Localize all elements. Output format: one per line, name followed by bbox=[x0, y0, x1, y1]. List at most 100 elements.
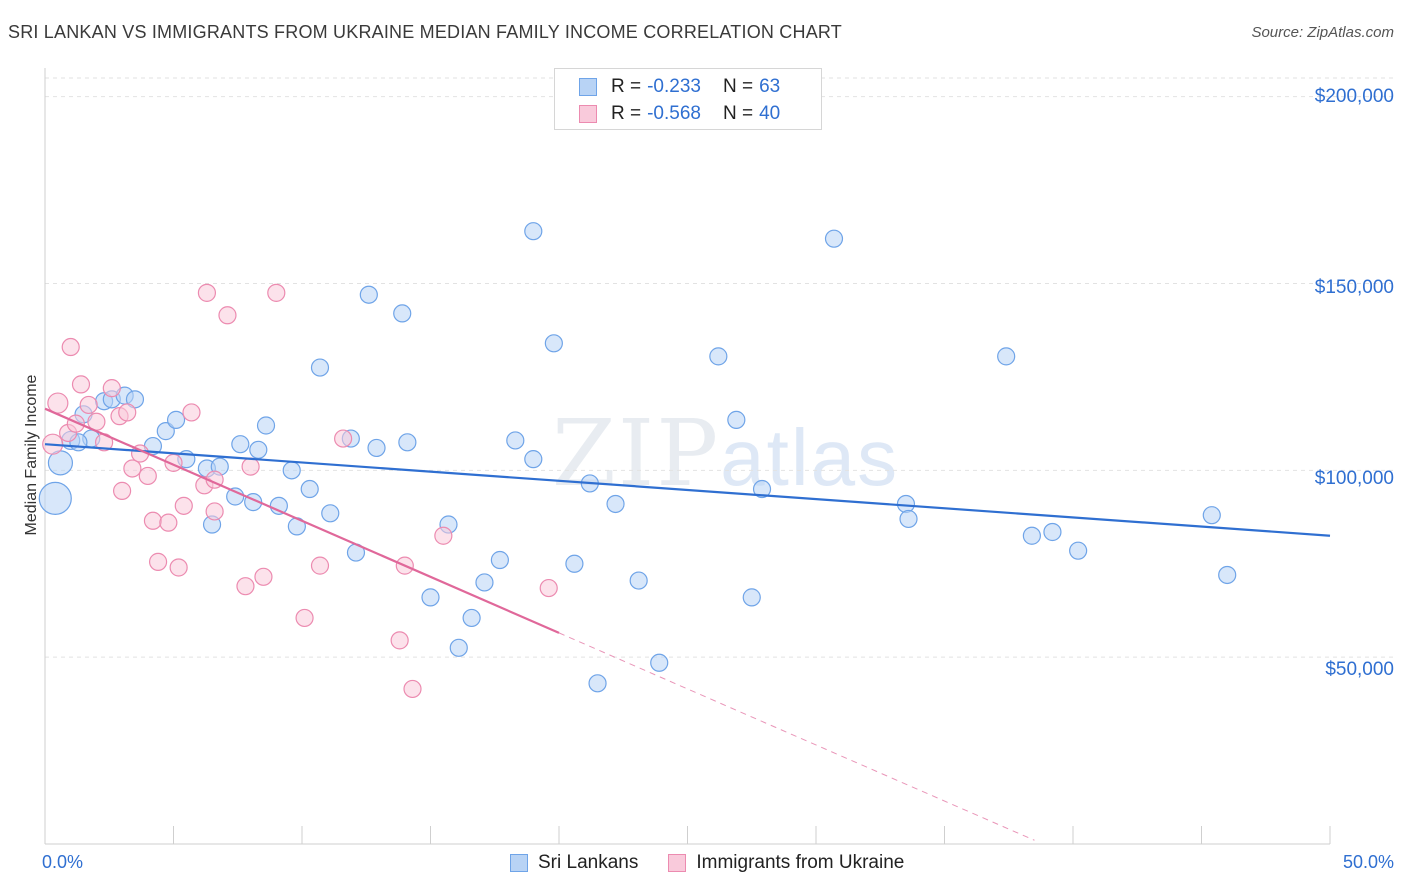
ukraine-point bbox=[403, 679, 422, 699]
x-tick-label: 0.0% bbox=[42, 852, 84, 872]
legend-n-value: 40 bbox=[759, 103, 781, 124]
sri-lankan-point bbox=[449, 638, 468, 657]
ukraine-point bbox=[254, 567, 273, 586]
legend-n-value: 63 bbox=[759, 76, 781, 97]
sri-lankan-point bbox=[742, 588, 761, 607]
ukraine-point bbox=[71, 375, 91, 394]
ukraine-point bbox=[205, 502, 224, 521]
sri-lankan-point bbox=[588, 674, 607, 693]
sri-lankan-point bbox=[475, 573, 494, 592]
sri-lankan-point bbox=[727, 410, 746, 429]
sri-lankan-point bbox=[359, 285, 378, 304]
y-tick-label: $150,000 bbox=[1314, 277, 1394, 298]
legend-swatch-ukraine bbox=[579, 105, 597, 123]
legend-row-sri-lankans: R = -0.233 N = 63 bbox=[579, 75, 780, 99]
sri-lankan-point bbox=[896, 494, 916, 514]
ukraine-point bbox=[138, 466, 157, 486]
legend-n-label: N = bbox=[722, 103, 754, 124]
legend-r-label: R = bbox=[611, 76, 642, 97]
watermark-sub: atlas bbox=[720, 413, 900, 502]
legend-r-label: R = bbox=[611, 103, 642, 124]
sri-lankan-point bbox=[256, 416, 276, 435]
sri-lankan-point bbox=[321, 504, 340, 523]
sri-lankan-point bbox=[524, 222, 543, 241]
sri-lankan-point bbox=[650, 653, 669, 672]
sri-lankan-point bbox=[709, 347, 728, 366]
sri-lankan-point bbox=[156, 422, 175, 441]
sri-lankan-point bbox=[1069, 541, 1088, 560]
ukraine-point bbox=[118, 403, 137, 422]
ukraine-point bbox=[267, 283, 286, 302]
legend-label: Immigrants from Ukraine bbox=[696, 852, 905, 873]
ukraine-point bbox=[61, 337, 80, 357]
legend-item-ukraine: Immigrants from Ukraine bbox=[668, 852, 904, 874]
sri-lankan-point bbox=[166, 410, 186, 429]
sri-lankan-point bbox=[367, 438, 386, 458]
sri-lankan-point bbox=[398, 433, 417, 452]
sri-lankan-point bbox=[38, 481, 72, 515]
ukraine-point bbox=[169, 558, 188, 577]
sri-lankan-point bbox=[565, 554, 584, 573]
sri-lankan-point bbox=[1043, 522, 1062, 542]
y-tick-label: $50,000 bbox=[1325, 659, 1394, 680]
legend-label: Sri Lankans bbox=[538, 852, 639, 873]
legend-swatch-ukraine bbox=[668, 854, 687, 872]
ukraine-trend-extension bbox=[558, 632, 1035, 841]
ukraine-point bbox=[79, 395, 98, 415]
ukraine-point bbox=[112, 481, 132, 500]
legend-swatch-sri-lankans bbox=[510, 854, 528, 872]
sri-lankan-point bbox=[524, 450, 543, 469]
ukraine-point bbox=[539, 578, 558, 598]
ukraine-point bbox=[148, 552, 168, 571]
source-label: Source: ZipAtlas.com bbox=[1251, 24, 1394, 41]
sri-lankan-point bbox=[300, 479, 319, 499]
sri-lankan-point bbox=[282, 461, 301, 480]
sri-lankan-point bbox=[249, 440, 268, 459]
ukraine-point bbox=[102, 379, 121, 398]
y-tick-label: $100,000 bbox=[1314, 468, 1394, 489]
ukraine-point bbox=[390, 631, 409, 650]
sri-lankan-point bbox=[899, 509, 918, 529]
series-legend: Sri Lankans Immigrants from Ukraine bbox=[510, 852, 934, 874]
sri-lankan-point bbox=[824, 229, 844, 248]
sri-lankan-point bbox=[1218, 565, 1237, 585]
ukraine-point bbox=[174, 496, 193, 515]
sri-lankan-point bbox=[490, 550, 509, 570]
sri-lankan-point bbox=[1202, 506, 1221, 525]
x-tick-label: 50.0% bbox=[1342, 852, 1394, 872]
sri-lankan-point bbox=[310, 358, 330, 377]
ukraine-point bbox=[143, 511, 163, 530]
ukraine-point bbox=[123, 459, 142, 478]
legend-item-sri-lankans: Sri Lankans bbox=[510, 852, 638, 874]
legend-row-ukraine: R = -0.568 N = 40 bbox=[579, 102, 780, 126]
correlation-legend: R = -0.233 N = 63 R = -0.568 N = 40 bbox=[554, 68, 822, 130]
sri-lankan-point bbox=[506, 431, 525, 450]
sri-lankan-trend-line bbox=[44, 443, 1331, 537]
sri-lankan-point bbox=[544, 334, 563, 353]
ukraine-point bbox=[182, 403, 201, 422]
ukraine-point bbox=[434, 526, 453, 545]
ukraine-point bbox=[310, 556, 330, 575]
sri-lankan-point bbox=[231, 435, 250, 454]
sri-lankan-point bbox=[421, 588, 440, 607]
y-axis-label: Median Family Income bbox=[23, 374, 40, 536]
ukraine-point bbox=[159, 513, 178, 532]
sri-lankan-point bbox=[462, 608, 481, 628]
sri-lankan-point bbox=[393, 304, 412, 323]
ukraine-point bbox=[241, 457, 260, 476]
legend-n-label: N = bbox=[722, 76, 754, 97]
sri-lankan-point bbox=[1022, 526, 1041, 545]
ukraine-point bbox=[334, 429, 353, 448]
ukraine-point bbox=[295, 608, 314, 628]
sri-lankan-point bbox=[997, 347, 1016, 366]
sri-lankan-point bbox=[606, 494, 625, 514]
y-tick-label: $200,000 bbox=[1314, 86, 1394, 107]
ukraine-point bbox=[236, 577, 255, 596]
sri-lankan-point bbox=[629, 571, 648, 590]
ukraine-point bbox=[197, 283, 217, 302]
chart-title: SRI LANKAN VS IMMIGRANTS FROM UKRAINE ME… bbox=[8, 22, 842, 42]
ukraine-point bbox=[47, 392, 69, 414]
ukraine-trend-line bbox=[44, 407, 560, 634]
legend-swatch-sri-lankans bbox=[579, 78, 597, 96]
legend-r-value: -0.233 bbox=[647, 76, 701, 97]
